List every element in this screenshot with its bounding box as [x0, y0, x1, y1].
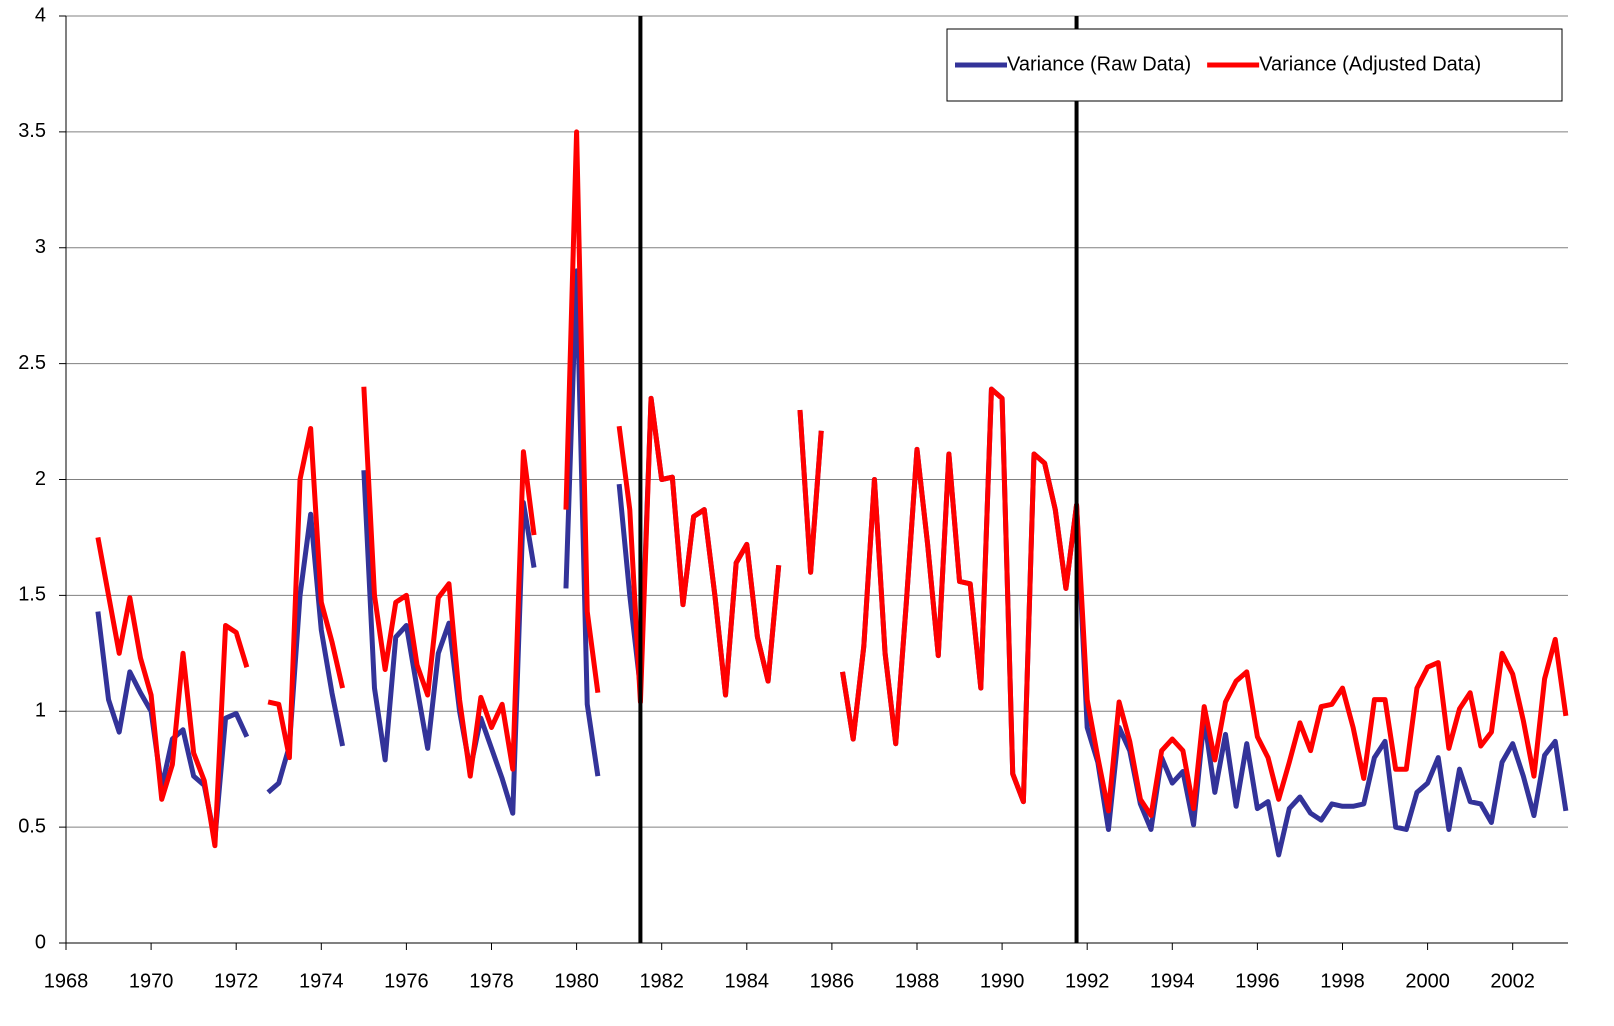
- x-tick-label: 2002: [1490, 970, 1535, 992]
- x-tick-label: 1984: [725, 970, 770, 992]
- y-tick-label: 0.5: [18, 815, 46, 837]
- x-tick-label: 2000: [1405, 970, 1450, 992]
- x-tick-label: 1968: [44, 970, 89, 992]
- legend: Variance (Raw Data) Variance (Adjusted Da…: [946, 28, 1563, 102]
- y-tick-label: 4: [35, 4, 46, 26]
- legend-label: Variance (Adjusted Data): [1259, 53, 1481, 75]
- x-tick-label: 1980: [554, 970, 599, 992]
- x-tick-label: 1992: [1065, 970, 1110, 992]
- x-tick-label: 1996: [1235, 970, 1280, 992]
- legend-label: Variance (Raw Data): [1007, 53, 1191, 75]
- y-tick-label: 2.5: [18, 352, 46, 374]
- x-tick-label: 1994: [1150, 970, 1195, 992]
- x-tick-label: 1974: [299, 970, 344, 992]
- y-tick-label: 0: [35, 931, 46, 953]
- x-tick-label: 1976: [384, 970, 429, 992]
- y-tick-label: 3.5: [18, 120, 46, 142]
- y-tick-label: 2: [35, 468, 46, 490]
- y-tick-label: 1.5: [18, 584, 46, 606]
- x-tick-label: 1982: [639, 970, 684, 992]
- y-tick-label: 1: [35, 700, 46, 722]
- series-line: [95, 129, 1569, 849]
- x-tick-label: 1990: [980, 970, 1025, 992]
- x-tick-label: 1986: [810, 970, 855, 992]
- x-tick-label: 1970: [129, 970, 174, 992]
- y-tick-label: 3: [35, 236, 46, 258]
- x-tick-label: 1972: [214, 970, 259, 992]
- x-tick-label: 1988: [895, 970, 940, 992]
- x-tick-label: 1978: [469, 970, 514, 992]
- x-tick-label: 1998: [1320, 970, 1365, 992]
